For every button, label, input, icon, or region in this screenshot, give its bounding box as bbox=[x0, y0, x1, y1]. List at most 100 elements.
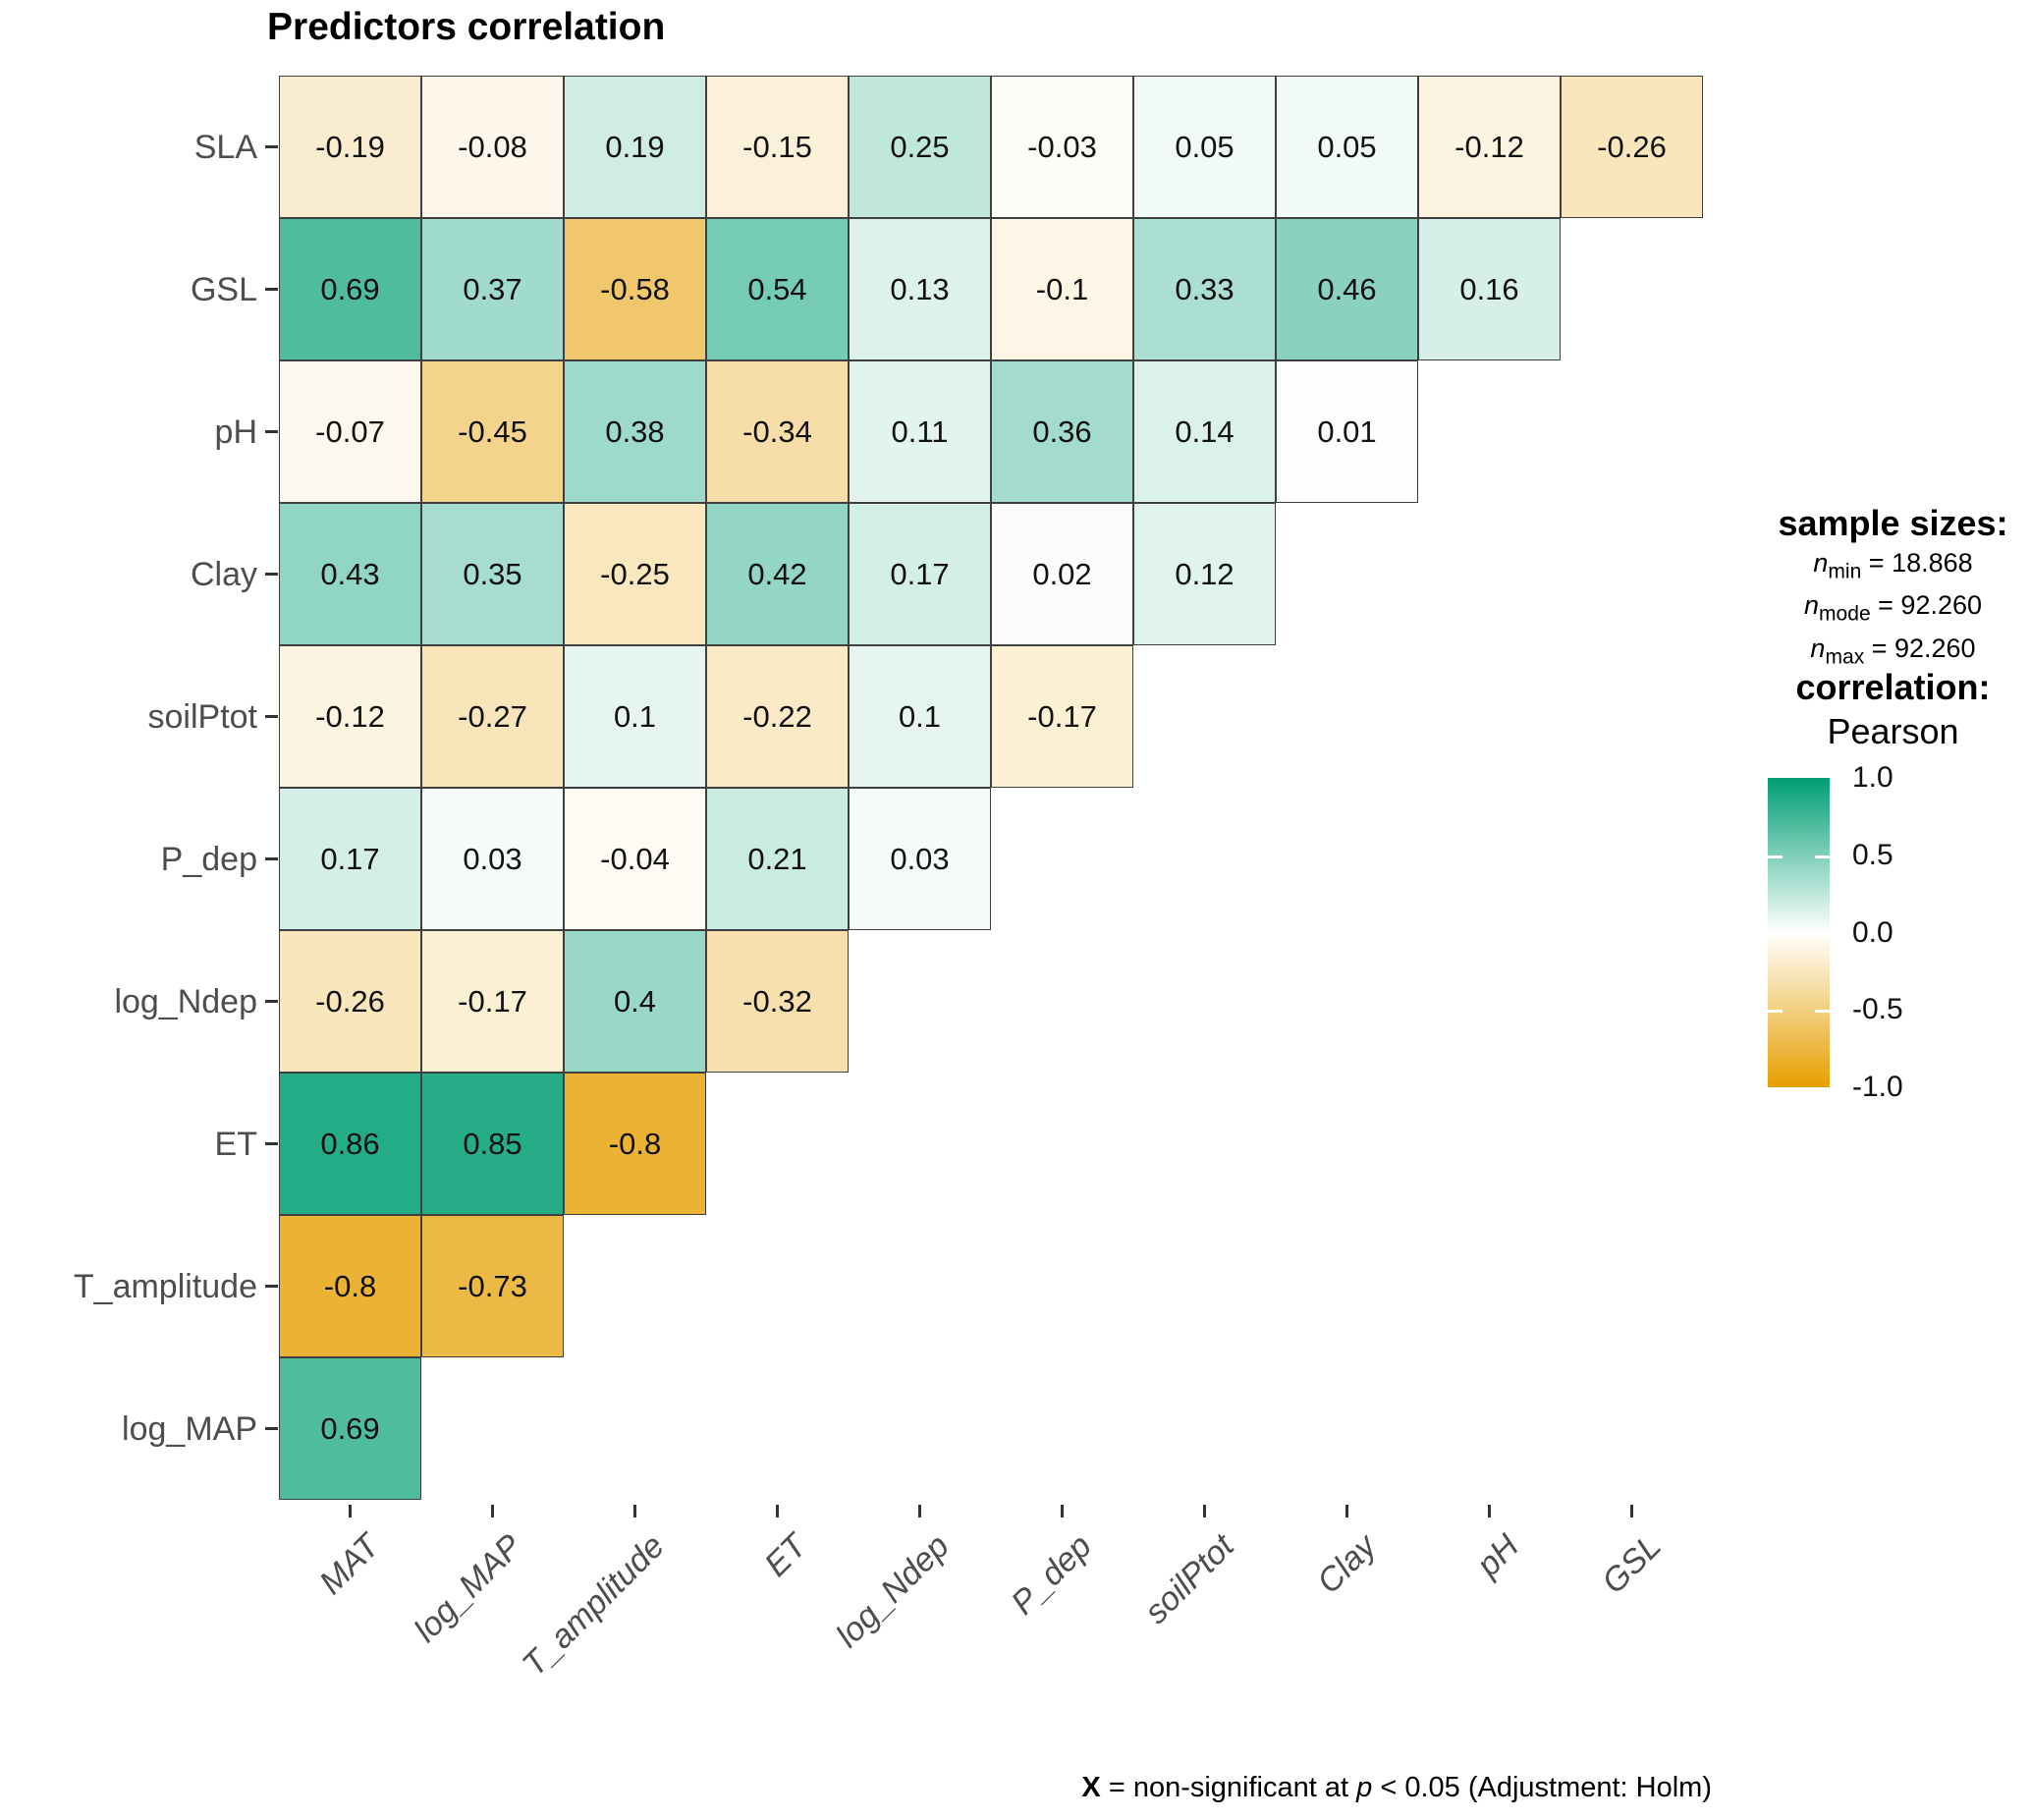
y-axis-tick bbox=[265, 857, 278, 860]
x-axis-label: P_dep bbox=[1003, 1527, 1099, 1623]
colorbar-gradient bbox=[1768, 778, 1830, 1087]
y-axis-tick bbox=[265, 1427, 278, 1430]
y-axis-label: P_dep bbox=[160, 840, 257, 878]
caption-text: = non-significant at bbox=[1100, 1772, 1357, 1803]
colorbar-notch bbox=[1815, 1010, 1830, 1014]
corr-cell: 0.69 bbox=[279, 1357, 421, 1500]
corr-cell: -0.03 bbox=[991, 76, 1133, 218]
corr-cell: 0.21 bbox=[706, 788, 849, 930]
corr-cell: -0.45 bbox=[421, 360, 564, 503]
y-axis-tick bbox=[265, 288, 278, 291]
corr-cell: -0.32 bbox=[706, 930, 849, 1073]
corr-cell: -0.26 bbox=[1561, 76, 1703, 218]
corr-cell: -0.8 bbox=[279, 1215, 421, 1357]
colorbar-tick-label: -1.0 bbox=[1852, 1071, 1903, 1103]
x-axis-tick bbox=[1203, 1505, 1206, 1517]
x-axis-label: GSL bbox=[1594, 1527, 1669, 1601]
corr-cell: 0.03 bbox=[421, 788, 564, 930]
colorbar-tick-label: 0.0 bbox=[1852, 915, 1893, 949]
corr-cell: 0.02 bbox=[991, 503, 1133, 645]
x-axis-tick bbox=[1630, 1505, 1633, 1517]
x-axis-label: log_MAP bbox=[406, 1527, 529, 1650]
corr-cell: 0.12 bbox=[1133, 503, 1276, 645]
y-axis-label: log_Ndep bbox=[114, 982, 257, 1020]
corr-cell: -0.73 bbox=[421, 1215, 564, 1357]
corr-cell: 0.42 bbox=[706, 503, 849, 645]
corr-cell: -0.07 bbox=[279, 360, 421, 503]
colorbar-notch bbox=[1768, 855, 1783, 858]
corr-cell: 0.11 bbox=[849, 360, 991, 503]
x-axis-label: ET bbox=[756, 1527, 814, 1584]
corr-cell: 0.86 bbox=[279, 1073, 421, 1215]
x-axis-tick bbox=[349, 1505, 352, 1517]
corr-cell: -0.27 bbox=[421, 645, 564, 788]
significance-caption: X = non-significant at p < 0.05 (Adjustm… bbox=[1081, 1772, 1712, 1804]
x-axis-label: log_Ndep bbox=[828, 1527, 957, 1655]
caption-text: < 0.05 (Adjustment: Holm) bbox=[1372, 1772, 1712, 1803]
corr-cell: 0.05 bbox=[1276, 76, 1418, 218]
caption-x-symbol: X bbox=[1081, 1772, 1101, 1803]
x-axis-tick bbox=[776, 1505, 779, 1517]
x-axis-tick bbox=[1488, 1505, 1491, 1517]
colorbar-notch bbox=[1815, 855, 1830, 858]
corr-cell: -0.12 bbox=[279, 645, 421, 788]
corr-cell: -0.12 bbox=[1418, 76, 1561, 218]
corr-cell: 0.43 bbox=[279, 503, 421, 645]
corr-cell: -0.04 bbox=[564, 788, 706, 930]
corr-cell: 0.46 bbox=[1276, 218, 1418, 360]
corr-cell: -0.34 bbox=[706, 360, 849, 503]
corr-cell: 0.69 bbox=[279, 218, 421, 360]
corr-cell: 0.13 bbox=[849, 218, 991, 360]
corr-cell: 0.37 bbox=[421, 218, 564, 360]
x-axis-tick bbox=[633, 1505, 636, 1517]
corr-cell: 0.54 bbox=[706, 218, 849, 360]
corr-cell: -0.26 bbox=[279, 930, 421, 1073]
y-axis-tick bbox=[265, 573, 278, 576]
legend-sample-sizes-title: sample sizes: bbox=[1778, 503, 2008, 543]
corr-cell: -0.58 bbox=[564, 218, 706, 360]
sample-size-line: nmax = 92.260 bbox=[1810, 633, 1976, 669]
legend-correlation-method: Pearson bbox=[1827, 711, 1959, 751]
corr-cell: -0.19 bbox=[279, 76, 421, 218]
y-axis-label: Clay bbox=[190, 555, 257, 593]
x-axis-label: soilPtot bbox=[1136, 1527, 1241, 1631]
colorbar-notch bbox=[1768, 1010, 1783, 1014]
y-axis-tick bbox=[265, 1000, 278, 1003]
corr-cell: -0.8 bbox=[564, 1073, 706, 1215]
y-axis-tick bbox=[265, 1142, 278, 1145]
corr-cell: 0.4 bbox=[564, 930, 706, 1073]
colorbar-tick-label: 1.0 bbox=[1852, 761, 1893, 794]
colorbar-tick-label: 0.5 bbox=[1852, 838, 1893, 871]
corr-cell: 0.17 bbox=[849, 503, 991, 645]
corr-cell: 0.19 bbox=[564, 76, 706, 218]
corr-cell: 0.1 bbox=[564, 645, 706, 788]
plot-title: Predictors correlation bbox=[267, 6, 666, 48]
sample-size-line: nmode = 92.260 bbox=[1803, 590, 1983, 626]
x-axis-tick bbox=[918, 1505, 921, 1517]
y-axis-tick bbox=[265, 430, 278, 433]
colorbar-tick-label: -0.5 bbox=[1852, 993, 1903, 1026]
corr-cell: -0.1 bbox=[991, 218, 1133, 360]
corr-cell: 0.16 bbox=[1418, 218, 1561, 360]
y-axis-label: T_amplitude bbox=[73, 1267, 257, 1305]
y-axis-tick bbox=[265, 145, 278, 148]
corr-cell: 0.01 bbox=[1276, 360, 1418, 503]
corr-cell: -0.15 bbox=[706, 76, 849, 218]
corr-cell: 0.35 bbox=[421, 503, 564, 645]
y-axis-label: log_MAP bbox=[122, 1409, 257, 1448]
corr-cell: -0.25 bbox=[564, 503, 706, 645]
corr-cell: -0.17 bbox=[991, 645, 1133, 788]
x-axis-label: MAT bbox=[311, 1527, 387, 1602]
legend-correlation-title: correlation: bbox=[1795, 667, 1991, 707]
corr-cell: -0.22 bbox=[706, 645, 849, 788]
y-axis-tick bbox=[265, 715, 278, 718]
corr-cell: 0.38 bbox=[564, 360, 706, 503]
corr-cell: 0.03 bbox=[849, 788, 991, 930]
corr-cell: 0.14 bbox=[1133, 360, 1276, 503]
corr-cell: 0.05 bbox=[1133, 76, 1276, 218]
x-axis-label: T_amplitude bbox=[515, 1527, 672, 1684]
y-axis-label: soilPtot bbox=[147, 697, 258, 736]
corr-cell: 0.1 bbox=[849, 645, 991, 788]
x-axis-tick bbox=[1345, 1505, 1348, 1517]
